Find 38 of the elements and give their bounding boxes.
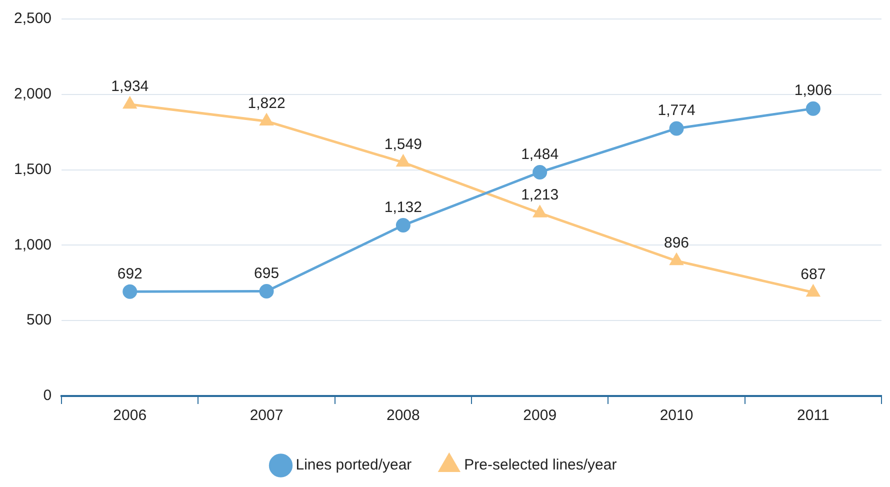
y-tick-label: 2,000 <box>14 86 52 103</box>
point <box>532 164 548 180</box>
y-tick-label: 1,000 <box>14 236 52 254</box>
point <box>669 121 684 136</box>
legend-label: Lines ported/year <box>296 456 412 474</box>
data-label: 896 <box>664 234 690 252</box>
point <box>122 284 138 299</box>
x-tick-label: 2010 <box>660 407 694 424</box>
data-label: 1,822 <box>248 94 286 112</box>
legend-label: Pre-selected lines/year <box>464 456 617 474</box>
data-label: 1,906 <box>794 82 832 100</box>
x-tick-label: 2007 <box>250 407 284 424</box>
point <box>259 284 274 298</box>
data-label: 1,549 <box>384 136 422 154</box>
point <box>396 155 410 167</box>
x-tick-label: 2006 <box>113 407 147 424</box>
data-label: 1,934 <box>111 78 149 95</box>
data-label: 1,774 <box>658 102 696 120</box>
data-label: 695 <box>254 264 280 282</box>
point <box>260 114 273 126</box>
data-label: 687 <box>800 266 826 284</box>
y-tick-label: 0 <box>43 387 52 404</box>
point <box>123 97 136 109</box>
data-label: 1,132 <box>384 198 422 216</box>
data-label: 1,484 <box>521 146 559 163</box>
point <box>670 254 683 266</box>
y-tick-label: 1,500 <box>14 160 52 178</box>
y-tick-label: 500 <box>26 312 52 329</box>
y-tick-label: 2,500 <box>14 10 52 28</box>
point <box>806 285 820 297</box>
data-label: 692 <box>117 265 142 282</box>
point <box>533 206 546 218</box>
x-tick-label: 2008 <box>386 407 420 424</box>
x-tick-label: 2009 <box>523 407 557 424</box>
x-tick-label: 2011 <box>797 407 830 424</box>
point <box>806 101 820 116</box>
data-label: 1,213 <box>521 186 559 204</box>
point <box>396 218 410 233</box>
